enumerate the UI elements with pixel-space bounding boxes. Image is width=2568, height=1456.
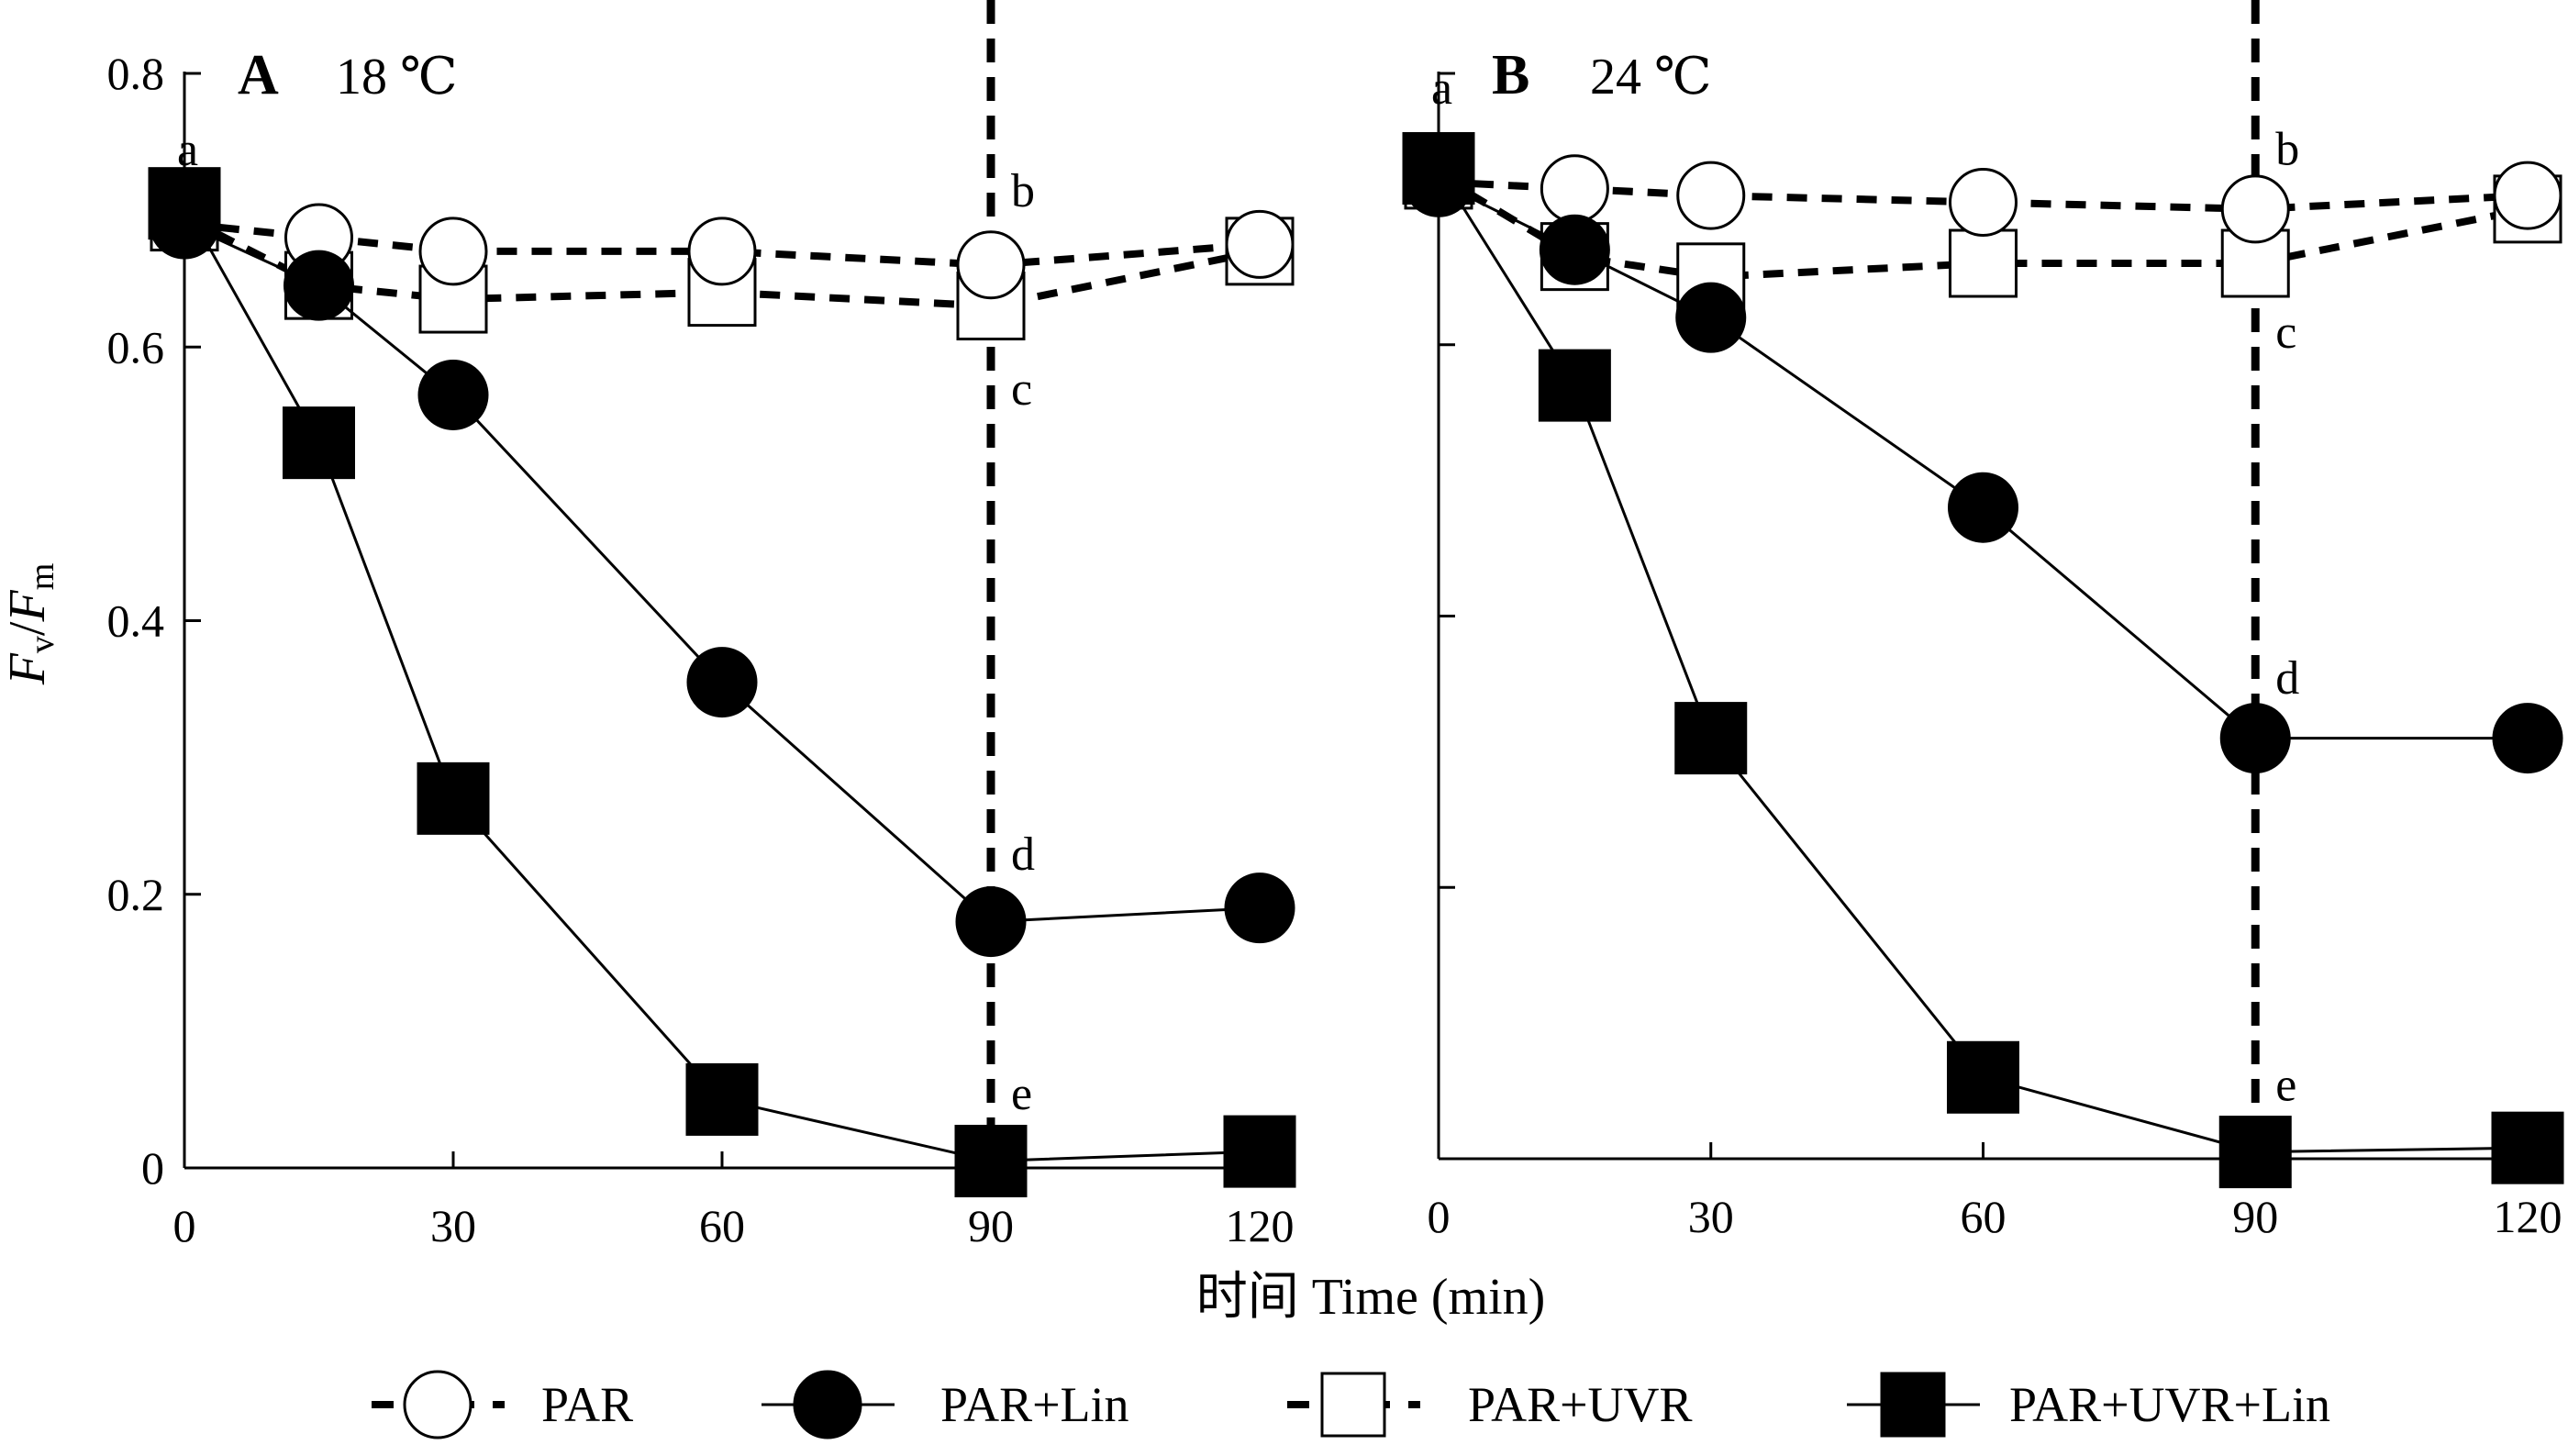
series-line bbox=[183, 202, 1261, 1163]
significance-letter: a bbox=[177, 124, 198, 176]
legend-label: PAR+Lin bbox=[940, 1377, 1129, 1432]
data-point bbox=[956, 230, 1026, 300]
panel-b: 0 30 60 90 120 B 24 ℃ a b c d e bbox=[1402, 0, 2564, 1242]
x-tick-label: 90 bbox=[2232, 1191, 2278, 1242]
legend-marker bbox=[793, 1370, 862, 1439]
data-point bbox=[417, 359, 489, 430]
data-point bbox=[283, 406, 355, 480]
x-tick-label: 30 bbox=[1688, 1191, 1734, 1242]
x-tick-label: 60 bbox=[1961, 1191, 2007, 1242]
y-title-slash: / bbox=[0, 621, 56, 636]
y-tick-label: 0.6 bbox=[107, 321, 165, 372]
legend-item-par-lin: PAR+Lin bbox=[762, 1370, 1129, 1439]
data-point bbox=[955, 886, 1027, 958]
panel-letter: A bbox=[238, 44, 279, 106]
significance-letter: d bbox=[1011, 828, 1035, 881]
data-point bbox=[954, 1125, 1028, 1198]
x-tick-label: 120 bbox=[2494, 1191, 2562, 1242]
data-point bbox=[1675, 282, 1747, 353]
data-point bbox=[687, 217, 757, 286]
x-tick-label: 90 bbox=[968, 1200, 1014, 1251]
data-point bbox=[685, 1062, 759, 1136]
significance-letter: b bbox=[1011, 165, 1035, 217]
data-point bbox=[2491, 1111, 2564, 1184]
series-line bbox=[1437, 167, 2529, 1154]
significance-letter: a bbox=[1431, 62, 1452, 115]
x-tick-label: 0 bbox=[173, 1200, 196, 1251]
series-par-uvr-lin bbox=[1402, 132, 2564, 1189]
legend-marker bbox=[403, 1370, 472, 1439]
significance-letter: b bbox=[2275, 123, 2299, 175]
legend-label: PAR+UVR bbox=[1468, 1377, 1693, 1432]
data-point bbox=[686, 647, 758, 718]
data-point bbox=[2220, 174, 2290, 244]
y-title-f2: F bbox=[0, 590, 56, 623]
x-axis-title: 时间 Time (min) bbox=[1196, 1269, 1546, 1326]
significance-letter: c bbox=[2275, 306, 2296, 359]
data-point bbox=[1225, 209, 1295, 279]
y-title-sub1: v bbox=[23, 636, 61, 653]
data-point bbox=[1538, 349, 1611, 422]
y-title-sub2: m bbox=[23, 563, 61, 591]
panel-a: 0 0.2 0.4 0.6 0.8 0 30 60 90 120 A 18 ℃ a b c d e bbox=[107, 0, 1296, 1251]
legend-item-par-uvr-lin: PAR+UVR+Lin bbox=[1847, 1372, 2330, 1438]
data-point bbox=[418, 217, 488, 286]
y-tick-label: 0.4 bbox=[107, 595, 165, 647]
x-tick-label: 0 bbox=[1428, 1191, 1451, 1242]
legend-label: PAR+UVR+Lin bbox=[2009, 1377, 2330, 1432]
data-point bbox=[417, 761, 490, 835]
legend-item-par: PAR bbox=[372, 1370, 633, 1439]
x-tick-label: 60 bbox=[699, 1200, 745, 1251]
data-point bbox=[2218, 1116, 2292, 1189]
data-point bbox=[2492, 703, 2563, 774]
y-tick-label: 0.2 bbox=[107, 869, 165, 920]
data-point bbox=[148, 167, 221, 240]
data-point bbox=[2493, 161, 2562, 230]
data-point bbox=[1949, 228, 2018, 298]
y-title-f1: F bbox=[0, 652, 56, 685]
legend-label: PAR bbox=[541, 1377, 633, 1432]
y-tick-label: 0.8 bbox=[107, 48, 165, 99]
data-point bbox=[1676, 161, 1746, 230]
panel-temperature: 24 ℃ bbox=[1590, 49, 1712, 106]
series-line bbox=[183, 222, 1261, 924]
legend-marker bbox=[1880, 1372, 1946, 1438]
data-point bbox=[2220, 228, 2290, 298]
data-point bbox=[1674, 702, 1748, 775]
data-point bbox=[1224, 872, 1295, 944]
series-line bbox=[183, 214, 1261, 310]
y-tick-label: 0 bbox=[141, 1142, 164, 1194]
chart-panels: 0 0.2 0.4 0.6 0.8 0 30 60 90 120 A 18 ℃ a b c d e 0 30 60 90… bbox=[107, 0, 2564, 1251]
significance-letter: e bbox=[2275, 1060, 2296, 1112]
x-tick-label: 30 bbox=[430, 1200, 476, 1251]
data-point bbox=[1540, 154, 1609, 224]
significance-letter: e bbox=[1011, 1068, 1032, 1120]
data-point bbox=[1948, 472, 2018, 543]
data-point bbox=[283, 250, 354, 321]
significance-letter: d bbox=[2275, 652, 2299, 705]
x-tick-label: 120 bbox=[1226, 1200, 1295, 1251]
y-axis-title: Fv/Fm bbox=[0, 563, 61, 686]
legend: PAR PAR+Lin PAR+UVR PAR+UVR+Lin bbox=[372, 1370, 2330, 1439]
data-point bbox=[1539, 214, 1610, 285]
data-point bbox=[2219, 703, 2291, 774]
significance-letter: c bbox=[1011, 363, 1032, 416]
panel-temperature: 18 ℃ bbox=[336, 49, 458, 106]
series-line bbox=[1436, 172, 2529, 281]
data-point bbox=[1947, 1040, 2019, 1114]
data-point bbox=[1402, 132, 1475, 206]
legend-item-par-uvr: PAR+UVR bbox=[1287, 1372, 1693, 1438]
panel-letter: B bbox=[1492, 44, 1529, 106]
data-point bbox=[1223, 1115, 1296, 1188]
legend-marker bbox=[1320, 1372, 1386, 1438]
data-point bbox=[1949, 167, 2018, 237]
series-par-uvr-lin bbox=[148, 167, 1296, 1198]
